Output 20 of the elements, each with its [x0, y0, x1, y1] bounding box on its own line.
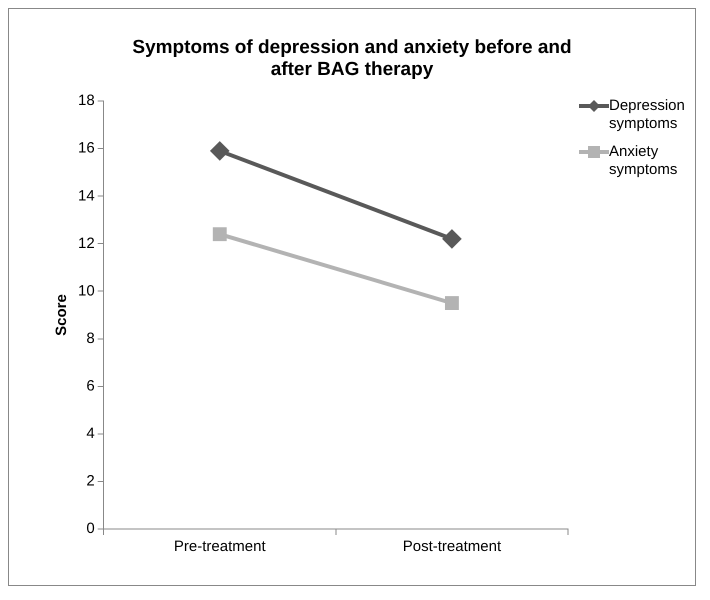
- y-axis-title: Score: [53, 294, 70, 336]
- chart-title: Symptoms of depression and anxiety before and after BAG therapy: [132, 37, 572, 81]
- y-tick-label: 2: [86, 472, 95, 490]
- point: [444, 296, 459, 310]
- y-tick-label: 18: [78, 92, 95, 110]
- x-tick-label: Post-treatment: [402, 538, 502, 556]
- y-tick-label: 10: [78, 282, 95, 300]
- y-tick-label: 0: [86, 520, 95, 538]
- x-tick-label: Pre-treatment: [174, 538, 266, 556]
- y-tick-label: 6: [86, 377, 95, 394]
- y-tick-label: 4: [86, 425, 95, 442]
- point: [442, 230, 461, 248]
- legend-label: Anxiety symptoms: [609, 143, 678, 179]
- point: [212, 227, 227, 242]
- point: [210, 142, 229, 160]
- legend-label: Depression symptoms: [609, 97, 686, 133]
- y-tick-label: 8: [86, 330, 95, 347]
- y-tick-label: 16: [78, 140, 95, 157]
- y-tick-label: 14: [78, 187, 95, 204]
- y-tick-label: 12: [78, 234, 95, 252]
